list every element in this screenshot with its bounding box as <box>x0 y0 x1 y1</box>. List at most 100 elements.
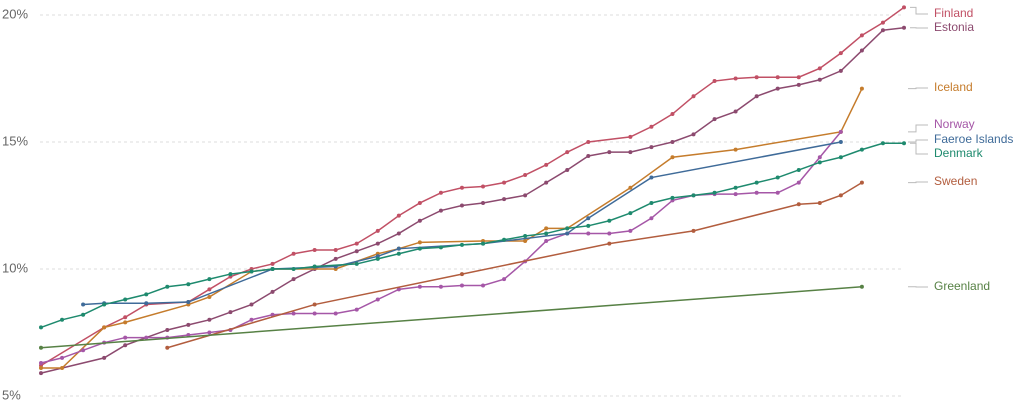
legend-label: Finland <box>934 6 973 20</box>
point <box>838 140 843 144</box>
point <box>859 48 864 53</box>
point <box>670 195 675 200</box>
point <box>438 284 443 289</box>
point <box>607 218 612 223</box>
point <box>733 76 738 81</box>
point <box>459 185 464 190</box>
point <box>586 153 591 158</box>
point <box>649 200 654 205</box>
point <box>354 241 359 246</box>
point <box>838 155 843 160</box>
label-connector <box>908 87 928 90</box>
point <box>123 343 128 348</box>
point <box>628 185 633 190</box>
point <box>544 180 549 185</box>
point <box>796 82 801 87</box>
point <box>775 75 780 80</box>
point <box>502 180 507 185</box>
point <box>249 302 254 307</box>
legend-label: Sweden <box>934 174 977 188</box>
point <box>902 141 906 146</box>
legend-label: Greenland <box>934 279 990 293</box>
point <box>502 277 507 282</box>
point <box>60 355 65 360</box>
point <box>291 251 296 256</box>
point <box>586 223 591 228</box>
label-connector <box>910 142 928 155</box>
series-line <box>83 141 841 306</box>
label-connector <box>908 124 928 133</box>
point <box>586 231 591 236</box>
point <box>607 150 612 155</box>
point <box>417 246 422 251</box>
point <box>81 312 86 317</box>
point <box>775 86 780 91</box>
point <box>396 251 401 256</box>
tick-label-bg <box>0 387 38 405</box>
point <box>123 335 128 340</box>
point <box>544 226 549 231</box>
point <box>207 330 212 335</box>
point <box>375 228 380 233</box>
point <box>712 190 717 195</box>
point <box>102 355 107 360</box>
label-connector <box>908 181 928 184</box>
point <box>670 112 675 117</box>
point <box>817 160 822 165</box>
point <box>312 302 317 307</box>
point <box>39 345 43 350</box>
point <box>270 312 275 317</box>
point <box>775 175 780 180</box>
point <box>838 129 843 134</box>
point <box>796 180 801 185</box>
point <box>607 241 612 246</box>
point <box>207 317 212 322</box>
point <box>375 241 380 246</box>
point <box>375 256 380 261</box>
series-line <box>40 26 905 374</box>
point <box>670 155 675 160</box>
point <box>333 311 338 316</box>
point <box>565 150 570 155</box>
point <box>291 267 296 271</box>
point <box>123 297 128 302</box>
point <box>649 175 654 180</box>
legend-label: Denmark <box>934 146 984 160</box>
series-line <box>41 88 863 369</box>
point <box>691 94 696 99</box>
point <box>102 302 107 307</box>
point <box>712 117 717 122</box>
point <box>733 192 738 197</box>
point <box>249 317 254 322</box>
point <box>186 282 191 287</box>
point <box>565 167 570 172</box>
point <box>459 272 464 277</box>
point <box>502 197 507 202</box>
point <box>312 264 317 269</box>
point <box>544 231 549 236</box>
point <box>144 292 149 297</box>
y-tick-label: 15% <box>2 133 28 148</box>
point <box>607 231 612 236</box>
point <box>123 315 128 320</box>
point <box>838 193 843 198</box>
tick-label-bg <box>0 260 38 278</box>
point <box>291 277 296 282</box>
point <box>586 140 591 144</box>
point <box>481 241 486 246</box>
point <box>733 185 738 190</box>
point <box>859 284 864 289</box>
point <box>417 284 422 289</box>
point <box>628 150 633 155</box>
point <box>691 228 696 233</box>
point <box>902 25 906 30</box>
point <box>291 311 296 316</box>
series-line <box>40 142 904 329</box>
point <box>375 297 380 302</box>
point <box>396 231 401 236</box>
point <box>691 132 696 137</box>
point <box>754 190 759 195</box>
point <box>481 184 486 189</box>
point <box>838 68 843 73</box>
